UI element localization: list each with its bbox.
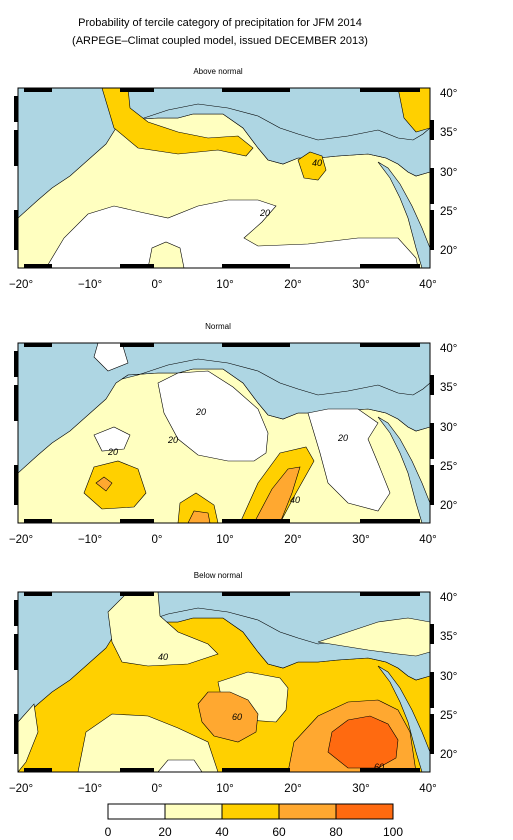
- mediterranean-sea: [121, 103, 430, 177]
- lon-tick: −10°: [78, 783, 102, 795]
- lat-tick: 25°: [440, 461, 457, 473]
- region-20-40: [107, 592, 219, 667]
- colorbar-swatch: [335, 803, 394, 820]
- lat-tick: 20°: [440, 749, 457, 761]
- red-sea: [377, 416, 430, 523]
- region-60-80: [253, 466, 301, 523]
- region-20-40: [18, 703, 39, 772]
- colorbar-label: 80: [329, 825, 343, 839]
- lat-tick: 35°: [440, 631, 457, 643]
- contour-label: 60: [374, 762, 384, 772]
- region-below-20: [307, 408, 391, 512]
- lon-tick: 10°: [216, 279, 233, 291]
- lat-tick: 30°: [440, 422, 457, 434]
- axes-below: −20° −10° 0° 10° 20° 30° 40° 40° 35° 30°…: [9, 592, 457, 795]
- lon-tick: 30°: [352, 783, 369, 795]
- contour-label: 20: [337, 433, 348, 443]
- lat-tick: 40°: [440, 88, 457, 100]
- lon-tick: 30°: [352, 534, 369, 546]
- figure-title-line2: (ARPEGE–Climat coupled model, issued DEC…: [72, 35, 368, 47]
- lon-tick: 40°: [419, 534, 436, 546]
- lon-tick: 40°: [419, 783, 436, 795]
- axes-normal: −20° −10° 0° 10° 20° 30° 40° 40° 35° 30°…: [9, 343, 457, 546]
- lat-tick: 35°: [440, 382, 457, 394]
- lat-tick: 30°: [440, 671, 457, 683]
- lon-tick: 0°: [152, 279, 163, 291]
- colorbar-label: 20: [158, 825, 172, 839]
- axes-above: −20° −10° 0° 10° 20° 30° 40° 40° 35° 30°…: [9, 88, 457, 291]
- red-sea: [377, 161, 430, 268]
- colorbar-label: 40: [215, 825, 229, 839]
- contour-label: 60: [232, 712, 242, 722]
- region-20-40: [317, 617, 430, 657]
- red-sea: [377, 665, 430, 772]
- map-panel-below: 40 60 60: [18, 592, 430, 772]
- region-20-40: [77, 713, 219, 772]
- lon-tick: 30°: [352, 279, 369, 291]
- region-below-20: [157, 370, 269, 462]
- contour-label: 40: [158, 652, 168, 662]
- mediterranean-sea: [121, 358, 430, 432]
- region-below-20: [93, 426, 131, 452]
- panel-title-below: Below normal: [194, 571, 243, 580]
- contour-label: 20: [259, 208, 270, 218]
- region-60-80: [187, 510, 211, 523]
- lon-tick: 20°: [284, 534, 301, 546]
- lon-tick: 10°: [216, 534, 233, 546]
- lon-tick: 0°: [152, 783, 163, 795]
- lat-tick: 25°: [440, 710, 457, 722]
- panel-title-normal: Normal: [205, 322, 231, 331]
- colorbar-label: 100: [383, 825, 403, 839]
- region-below-20: [45, 199, 419, 268]
- contour-label: 40: [290, 495, 300, 505]
- lon-tick: 10°: [216, 783, 233, 795]
- mediterranean-sea: [121, 607, 430, 681]
- lon-tick: 20°: [284, 279, 301, 291]
- lon-tick: −10°: [78, 534, 102, 546]
- lat-tick: 20°: [440, 245, 457, 257]
- region-40-60-corner: [397, 88, 430, 133]
- region-20-40-patch: [147, 241, 185, 268]
- panel-title-above: Above normal: [193, 67, 243, 76]
- colorbar-swatch: [164, 803, 223, 820]
- map-panel-normal: 20 20 20 20 40: [18, 343, 430, 523]
- lon-tick: 20°: [284, 783, 301, 795]
- figure-title-line1: Probability of tercile category of preci…: [78, 17, 362, 29]
- lon-tick: 0°: [152, 534, 163, 546]
- lat-tick: 40°: [440, 343, 457, 355]
- lat-tick: 35°: [440, 127, 457, 139]
- lon-tick: −20°: [9, 279, 33, 291]
- lon-tick: −20°: [9, 783, 33, 795]
- colorbar-swatch: [107, 803, 166, 820]
- region-40-60-west: [101, 88, 254, 157]
- lat-tick: 25°: [440, 206, 457, 218]
- region-40-60-east: [297, 151, 327, 181]
- contour-label: 40: [312, 158, 322, 168]
- region-60-80: [197, 691, 259, 743]
- lat-tick: 40°: [440, 592, 457, 604]
- region-40-60: [83, 460, 147, 510]
- region-below-20: [157, 759, 203, 772]
- lat-tick: 20°: [440, 500, 457, 512]
- colorbar-label: 0: [105, 825, 112, 839]
- map-panel-above: 20 40: [18, 88, 430, 268]
- colorbar-label: 60: [272, 825, 286, 839]
- contour-label: 20: [107, 447, 118, 457]
- lon-tick: −10°: [78, 279, 102, 291]
- contour-label: 20: [167, 435, 178, 445]
- lon-tick: 40°: [419, 279, 436, 291]
- colorbar: 0 20 40 60 80 100: [105, 803, 403, 839]
- colorbar-swatch: [221, 803, 280, 820]
- contour-label: 20: [195, 407, 206, 417]
- region-below-20: [93, 343, 129, 372]
- lat-tick: 30°: [440, 167, 457, 179]
- region-60-80: [95, 476, 113, 492]
- lon-tick: −20°: [9, 534, 33, 546]
- colorbar-swatch: [278, 803, 337, 820]
